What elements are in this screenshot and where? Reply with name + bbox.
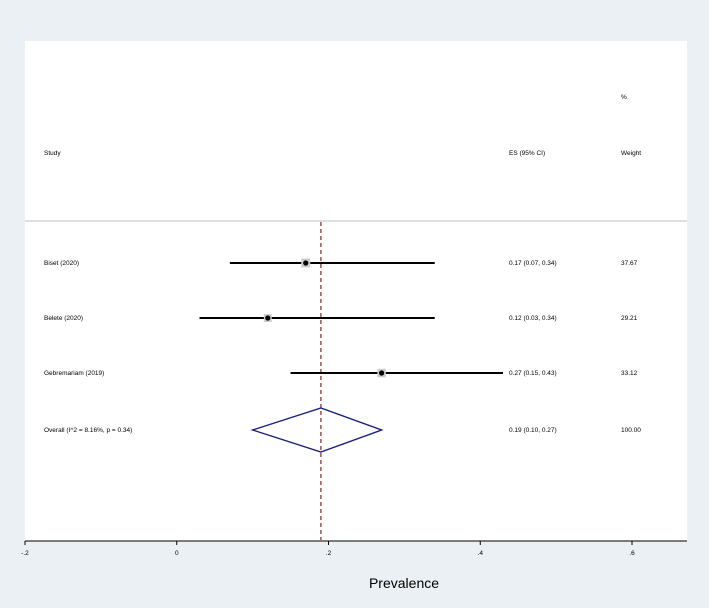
study-header: Study (44, 150, 61, 157)
study-label: Gebremariam (2019) (44, 370, 104, 377)
overall-weight-value: 100.00 (621, 427, 641, 434)
x-tick-label: .4 (478, 550, 484, 557)
x-tick-label: .2 (326, 550, 332, 557)
weight-header: Weight (621, 150, 641, 157)
point-estimate-marker (303, 260, 309, 266)
es-ci-value: 0.27 (0.15, 0.43) (509, 370, 557, 377)
x-tick-label: .6 (629, 550, 635, 557)
point-estimate-marker (379, 370, 385, 376)
overall-label: Overall (I^2 = 8.16%, p = 0.34) (44, 427, 132, 434)
x-axis-title: Prevalence (369, 575, 439, 591)
study-label: Biset (2020) (44, 260, 79, 267)
weight-value: 37.67 (621, 260, 638, 267)
weight-value: 29.21 (621, 315, 638, 322)
es-ci-value: 0.12 (0.03, 0.34) (509, 315, 557, 322)
plot-panel (25, 41, 687, 541)
point-estimate-marker (265, 315, 271, 321)
es-header: ES (95% CI) (509, 150, 545, 157)
overall-es-ci-value: 0.19 (0.10, 0.27) (509, 427, 557, 434)
es-ci-value: 0.17 (0.07, 0.34) (509, 260, 557, 267)
x-tick-label: -.2 (21, 550, 29, 557)
weight-value: 33.12 (621, 370, 638, 377)
x-tick-label: 0 (175, 550, 179, 557)
study-label: Belete (2020) (44, 315, 83, 322)
overall-diamond (250, 407, 384, 453)
weight-percent-header: % (621, 94, 627, 101)
